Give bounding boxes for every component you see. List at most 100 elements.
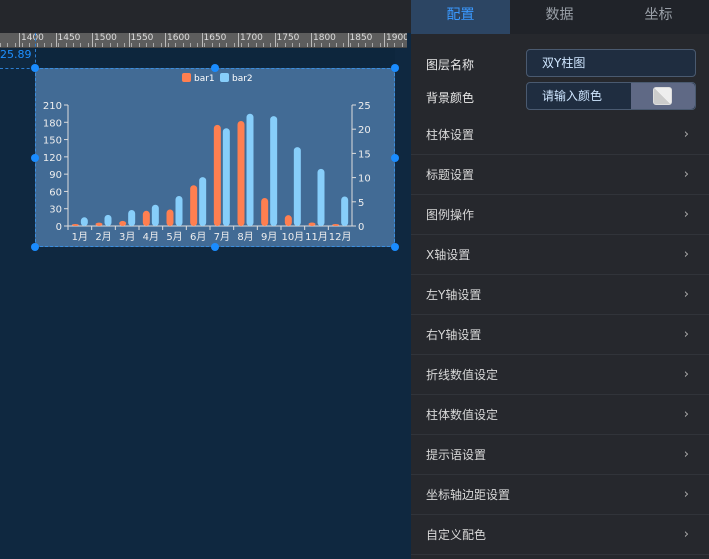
bar-bar1 [213, 124, 221, 226]
bar-bar2 [199, 177, 207, 226]
top-toolbar [0, 0, 411, 33]
ruler-minor-tick [292, 43, 293, 47]
bar-bar2 [175, 195, 183, 226]
resize-handle-top[interactable] [211, 64, 219, 72]
layer-name-input[interactable]: 双Y柱图 [526, 49, 696, 77]
chevron-right-icon: › [683, 527, 689, 542]
x-tick-label: 10月 [281, 231, 304, 243]
ruler-label: 1400 [19, 33, 44, 47]
right-tick-label: 10 [358, 174, 371, 185]
bar-bar2 [270, 116, 278, 226]
x-tick-label: 12月 [329, 231, 352, 243]
guide-line-horizontal [0, 68, 35, 69]
section-0[interactable]: 柱体设置 › [411, 115, 709, 155]
section-8[interactable]: 提示语设置 › [411, 435, 709, 475]
layer-name-label: 图层名称 [426, 58, 475, 72]
ruler-minor-tick [284, 43, 286, 47]
section-2[interactable]: 图例操作 › [411, 195, 709, 235]
bar-bar1 [142, 210, 150, 226]
ruler-minor-tick [124, 43, 126, 47]
resize-handle-top-right[interactable] [391, 64, 399, 72]
section-label: 标题设置 [426, 168, 475, 182]
legend-label-bar1: bar1 [194, 74, 215, 84]
left-tick-label: 60 [49, 187, 62, 198]
ruler-minor-tick [182, 43, 184, 47]
bar-bar2 [128, 210, 136, 226]
ruler-label: 1750 [274, 33, 299, 47]
section-9[interactable]: 坐标轴边距设置 › [411, 475, 709, 515]
tab-data[interactable]: 数据 [545, 7, 574, 23]
x-tick-label: 6月 [190, 231, 206, 243]
right-tick-label: 20 [358, 125, 371, 136]
section-label: 左Y轴设置 [426, 288, 482, 302]
section-label: 折线数值设定 [426, 368, 499, 382]
legend-swatch-bar2 [220, 73, 229, 82]
tab-coordinates[interactable]: 坐标 [644, 7, 673, 23]
ruler-minor-tick [350, 43, 352, 47]
section-label: 提示语设置 [426, 448, 487, 462]
section-label: X轴设置 [426, 248, 471, 262]
section-label: 右Y轴设置 [426, 328, 482, 342]
ruler-minor-tick [306, 43, 308, 47]
ruler-minor-tick [321, 43, 323, 47]
dual-y-bar-chart-widget[interactable]: 0 30 60 90 120 150 180 210 0 5 10 15 20 25 1月 2月 3月 4月 5月 6… [35, 68, 395, 247]
chart-svg: 0 30 60 90 120 150 180 210 0 5 10 15 20 25 1月 2月 3月 4月 5月 6… [43, 73, 371, 243]
ruler-label: 1650 [201, 33, 226, 47]
bar-bar2 [222, 128, 230, 226]
bg-color-placeholder: 请输入颜色 [542, 89, 603, 103]
ruler-minor-tick [138, 43, 140, 47]
bar-bar2 [341, 196, 349, 226]
tab-config[interactable]: 配置 [411, 0, 510, 34]
chevron-right-icon: › [683, 247, 689, 262]
left-tick-label: 180 [43, 118, 62, 129]
x-tick-label: 2月 [95, 231, 111, 243]
ruler-minor-tick [197, 43, 199, 47]
section-label: 坐标轴边距设置 [426, 488, 511, 502]
section-10[interactable]: 自定义配色 › [411, 515, 709, 555]
bar-bar1 [71, 224, 79, 226]
ruler-minor-tick [357, 43, 359, 47]
ruler-minor-tick [262, 43, 264, 47]
section-7[interactable]: 柱体数值设定 › [411, 395, 709, 435]
ruler-minor-tick [94, 43, 96, 47]
section-6[interactable]: 折线数值设定 › [411, 355, 709, 395]
ruler-minor-tick [372, 43, 374, 47]
bar-bar1 [332, 224, 340, 226]
section-3[interactable]: X轴设置 › [411, 235, 709, 275]
x-tick-label: 9月 [261, 231, 277, 243]
resize-handle-bottom-right[interactable] [391, 243, 399, 251]
resize-handle-top-left[interactable] [31, 64, 39, 72]
ruler-minor-tick [43, 43, 45, 47]
ruler-minor-tick [240, 43, 242, 47]
ruler-minor-tick [80, 43, 82, 47]
config-panel: 配置 数据 坐标 图层名称 双Y柱图 背景颜色 请输入颜色 柱体设置 › 标题设置 ›… [411, 0, 709, 559]
section-5[interactable]: 右Y轴设置 › [411, 315, 709, 355]
section-1[interactable]: 标题设置 › [411, 155, 709, 195]
bar-bar1 [166, 209, 174, 226]
ruler-minor-tick [365, 43, 366, 47]
color-picker-button[interactable] [631, 83, 695, 109]
bar-bar1 [190, 185, 198, 226]
resize-handle-bottom-left[interactable] [31, 243, 39, 251]
bar-bar2 [104, 214, 112, 226]
chevron-right-icon: › [683, 287, 689, 302]
bg-color-input[interactable]: 请输入颜色 [526, 82, 696, 110]
left-tick-label: 150 [43, 136, 62, 147]
resize-handle-left[interactable] [31, 154, 39, 162]
guide-line-vertical [35, 33, 36, 68]
ruler-minor-tick [343, 43, 345, 47]
resize-handle-right[interactable] [391, 154, 399, 162]
ruler-minor-tick [401, 43, 403, 47]
resize-handle-bottom[interactable] [211, 243, 219, 251]
ruler-minor-tick [36, 43, 38, 47]
right-tick-label: 25 [358, 101, 371, 112]
ruler-minor-tick [153, 43, 155, 47]
right-tick-label: 5 [358, 198, 364, 209]
bar-bar2 [317, 168, 325, 226]
right-tick-label: 0 [358, 222, 364, 233]
section-label: 图例操作 [426, 208, 475, 222]
section-4[interactable]: 左Y轴设置 › [411, 275, 709, 315]
bg-color-label: 背景颜色 [426, 91, 475, 105]
ruler-label: 1800 [311, 33, 336, 47]
legend-swatch-bar1 [182, 73, 191, 82]
